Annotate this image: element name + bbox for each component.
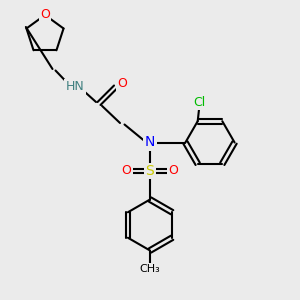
Text: O: O xyxy=(122,164,131,178)
Text: N: N xyxy=(145,136,155,149)
Text: O: O xyxy=(117,77,127,90)
Text: O: O xyxy=(40,8,50,22)
Text: HN: HN xyxy=(66,80,84,94)
Text: Cl: Cl xyxy=(193,96,205,109)
Text: S: S xyxy=(146,164,154,178)
Text: O: O xyxy=(169,164,178,178)
Text: CH₃: CH₃ xyxy=(140,264,160,274)
